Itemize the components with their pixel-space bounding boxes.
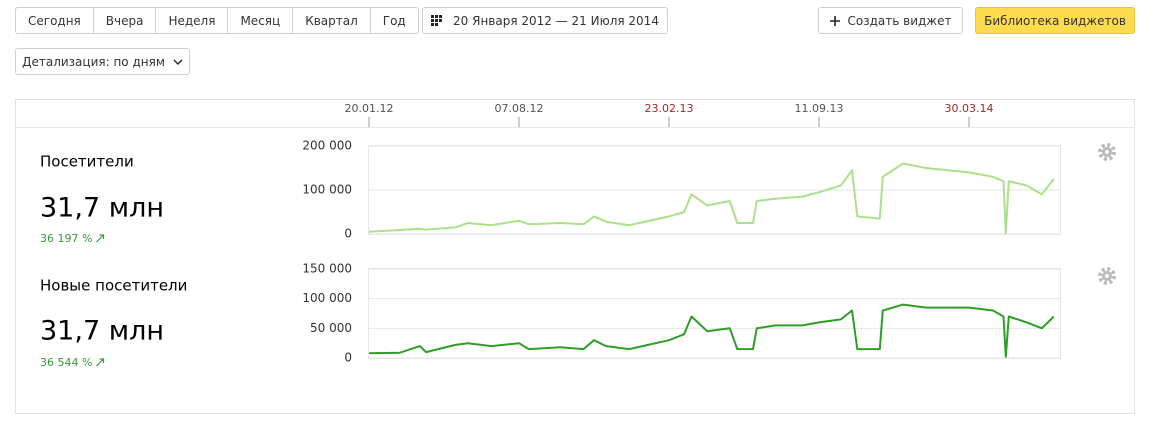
line [368, 303, 1055, 358]
period-button[interactable]: Месяц [228, 7, 294, 34]
period-button[interactable]: Неделя [156, 7, 229, 34]
y-tick-label: 150 000 [302, 262, 352, 276]
y-tick-label: 50 000 [310, 321, 352, 335]
line [368, 162, 1055, 235]
period-button[interactable]: Сегодня [15, 7, 94, 34]
widget-title: Новые посетители [40, 277, 187, 295]
panel [15, 99, 1135, 414]
period-switcher: Сегодня Вчера Неделя Месяц Квартал Год [15, 7, 419, 34]
y-tick-label: 0 [344, 227, 352, 241]
detail-dropdown[interactable]: Детализация: по дням [15, 48, 190, 75]
timeline-label: 11.09.13 [795, 102, 844, 115]
date-range-button[interactable]: 20 Января 2012 — 21 Июля 2014 [422, 7, 668, 34]
button-label: Детализация: по дням [22, 54, 165, 69]
chevron-icon [173, 59, 183, 65]
widget-title: Посетители [40, 153, 134, 171]
settings-icon[interactable] [1098, 143, 1116, 161]
timeline-label: 30.03.14 [945, 102, 994, 115]
settings-icon[interactable] [1098, 267, 1116, 285]
widget-total: 31,7 млн [40, 193, 164, 224]
period-button[interactable]: Год [370, 7, 419, 34]
button-label: Создать виджет [847, 13, 952, 28]
widget-total: 31,7 млн [40, 316, 164, 347]
trend-arrow-icon [96, 358, 105, 367]
timeline-label: 20.01.12 [345, 102, 394, 115]
trend-arrow-icon [96, 234, 105, 243]
period-button[interactable]: Вчера [93, 7, 157, 34]
y-tick-label: 0 [344, 351, 352, 365]
date-range: 20 Января 2012 — 21 Июля 2014 [453, 13, 659, 28]
widget-library-button[interactable]: Библиотека виджетов [975, 7, 1135, 34]
y-tick-label: 100 000 [302, 291, 352, 305]
plus-icon [829, 15, 840, 26]
widget-change: 36 197 % [40, 232, 92, 245]
widget-change: 36 544 % [40, 356, 92, 369]
y-tick-label: 200 000 [302, 139, 352, 153]
calendar-icon [431, 14, 443, 26]
y-tick-label: 100 000 [302, 183, 352, 197]
timeline-label: 23.02.13 [645, 102, 694, 115]
timeline-label: 07.08.12 [495, 102, 544, 115]
period-button[interactable]: Квартал [293, 7, 371, 34]
create-widget-button[interactable]: Создать виджет [818, 7, 963, 34]
button-label: Библиотека виджетов [984, 13, 1126, 28]
